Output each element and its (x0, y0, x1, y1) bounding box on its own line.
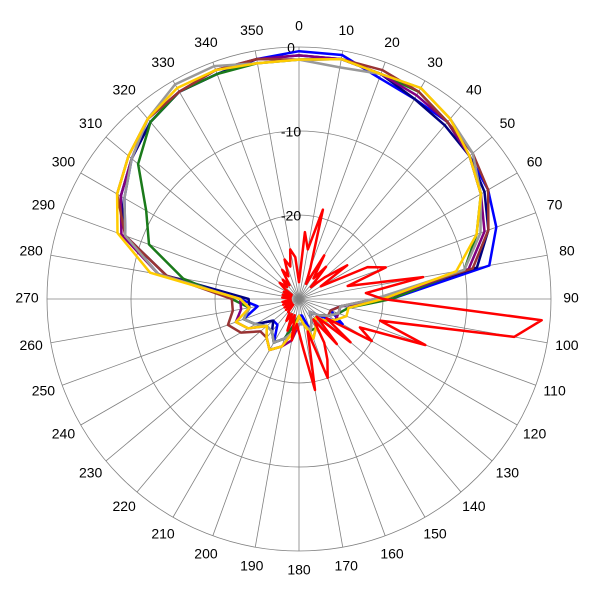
angle-label: 170 (335, 558, 359, 574)
angle-label: 90 (563, 290, 579, 306)
spoke (62, 212, 300, 300)
series-line (115, 57, 483, 352)
r-tick-label: -20 (281, 208, 301, 224)
angle-label: 190 (240, 558, 264, 574)
angle-label: 40 (466, 81, 482, 97)
angle-label: 30 (427, 54, 443, 70)
angle-label: 60 (527, 154, 543, 170)
spoke (172, 298, 300, 518)
grid-ring (46, 46, 552, 552)
angle-label: 220 (112, 498, 136, 514)
angle-label: 270 (15, 290, 39, 306)
angle-label: 210 (151, 525, 175, 541)
spoke (172, 80, 300, 300)
angle-label: 290 (32, 197, 56, 213)
angle-label: 160 (380, 545, 404, 561)
angle-label: 70 (547, 197, 563, 213)
angle-label: 50 (500, 115, 516, 131)
spoke (298, 50, 344, 300)
angle-label: 0 (295, 18, 303, 34)
angle-label: 80 (559, 242, 575, 258)
angle-label: 110 (543, 383, 566, 399)
angle-label: 230 (79, 465, 103, 481)
series-line (278, 208, 543, 392)
angle-label: 300 (52, 154, 76, 170)
spoke (298, 298, 493, 462)
angle-label: 140 (462, 498, 486, 514)
spoke (254, 50, 300, 300)
angle-label: 350 (240, 22, 264, 38)
spoke (80, 298, 300, 426)
r-tick-label: -10 (281, 124, 301, 140)
angle-label: 310 (79, 115, 103, 131)
angle-label: 200 (194, 545, 218, 561)
angle-label: 260 (19, 337, 43, 353)
angle-label: 130 (496, 465, 520, 481)
angle-label: 180 (287, 562, 311, 578)
angle-label: 10 (338, 22, 354, 38)
spoke (298, 298, 344, 548)
spoke (298, 136, 493, 300)
angle-label: 280 (19, 242, 43, 258)
r-tick-label: 0 (287, 40, 295, 56)
angle-label: 320 (112, 81, 136, 97)
spoke (136, 105, 300, 300)
angle-label: 250 (32, 383, 56, 399)
series-line (119, 54, 490, 344)
angle-label: 20 (384, 34, 400, 50)
spoke (62, 298, 300, 386)
angle-label: 100 (555, 337, 579, 353)
grid-ring (130, 130, 468, 468)
angle-label: 240 (52, 426, 76, 442)
angle-label: 150 (423, 525, 447, 541)
angle-label: 120 (523, 426, 547, 442)
angle-label: 330 (151, 54, 175, 70)
angle-label: 340 (194, 34, 218, 50)
